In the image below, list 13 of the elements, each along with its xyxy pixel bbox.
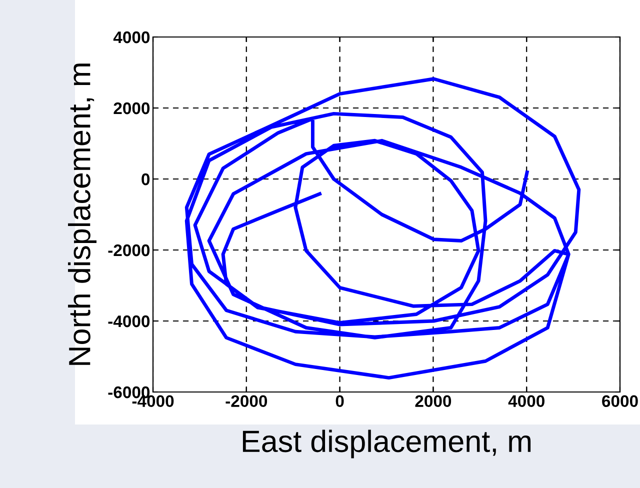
x-tick-label: 4000 bbox=[508, 395, 544, 408]
y-axis-title: North displacement, m bbox=[68, 64, 96, 365]
line-series bbox=[184, 77, 581, 380]
x-tick-label: 6000 bbox=[602, 395, 638, 408]
y-tick-label: 0 bbox=[142, 173, 150, 186]
y-tick-label: -2000 bbox=[108, 244, 150, 256]
y-tick-label: 4000 bbox=[113, 31, 150, 44]
x-tick-label: -2000 bbox=[226, 395, 268, 408]
y-tick-label: 2000 bbox=[114, 102, 150, 114]
x-tick-label: 0 bbox=[336, 395, 344, 408]
x-axis-title: East displacement, m bbox=[242, 430, 531, 458]
y-tick-label: -4000 bbox=[108, 315, 150, 328]
x-tick-label: 2000 bbox=[415, 395, 452, 408]
